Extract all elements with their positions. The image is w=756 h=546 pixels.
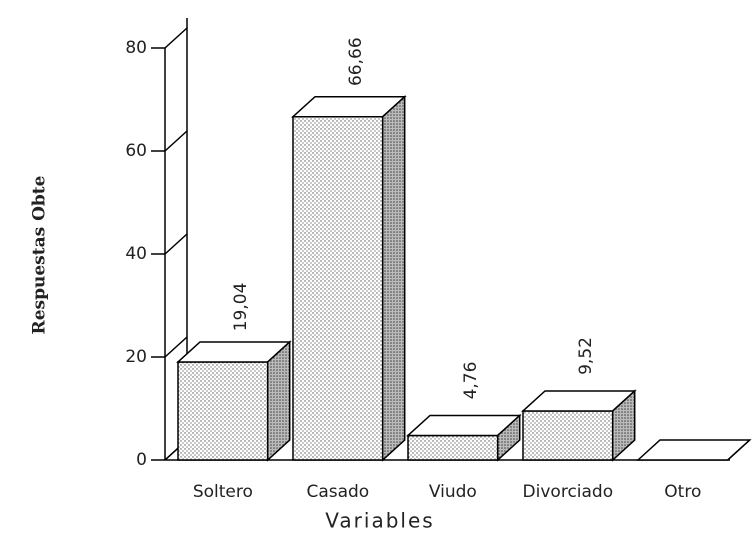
y-tick-label: 40	[125, 244, 147, 264]
bar	[176, 340, 292, 462]
y-tick-label: 60	[125, 141, 147, 161]
x-tick-label: Viudo	[429, 482, 477, 502]
y-tick-depth	[164, 233, 188, 255]
value-label: 19,04	[231, 283, 251, 332]
value-label: 66,66	[346, 37, 366, 86]
x-tick-label: Divorciado	[523, 482, 614, 502]
bar-side	[496, 413, 521, 462]
y-tick-label: 80	[125, 38, 147, 58]
bar-side	[727, 439, 751, 461]
x-axis-label: Variables	[325, 509, 434, 533]
bar-front	[292, 115, 384, 461]
bar-front	[407, 434, 499, 461]
x-tick-label: Otro	[664, 482, 701, 502]
bar-front	[177, 361, 269, 461]
x-tick-label: Soltero	[193, 482, 253, 502]
bar	[291, 95, 407, 462]
y-tick-depth	[164, 336, 188, 358]
y-tick-label: 0	[136, 450, 147, 470]
value-label: 9,52	[576, 337, 596, 375]
bar	[636, 439, 752, 461]
y-tick-depth	[164, 27, 188, 49]
y-axis-label: Respuestas Obte	[30, 175, 50, 334]
bar	[521, 389, 637, 462]
bar-front	[522, 410, 614, 461]
bar-side	[381, 95, 406, 462]
y-tick-depth	[164, 130, 188, 152]
x-tick-label: Casado	[306, 482, 369, 502]
bar	[406, 413, 522, 462]
bar-top	[636, 439, 752, 461]
value-label: 4,76	[461, 362, 481, 400]
y-tick-label: 20	[125, 347, 147, 367]
bar-side	[266, 340, 291, 462]
bar-side	[611, 389, 636, 462]
